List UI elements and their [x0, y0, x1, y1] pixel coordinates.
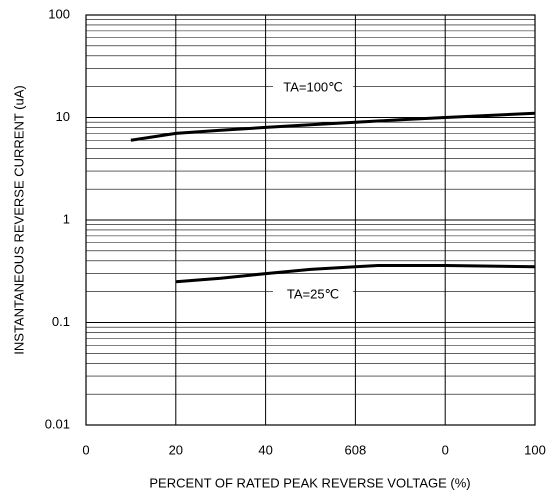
series-label: TA=100℃	[283, 79, 343, 94]
label-bg	[273, 79, 353, 97]
y-tick-label: 10	[56, 109, 70, 124]
series-line	[175, 263, 536, 284]
y-axis-label: INSTANTANEOUS REVERSE CURRENT (uA)	[11, 85, 26, 354]
plot-frame	[85, 14, 536, 426]
series-line	[130, 111, 536, 142]
x-tick-label: 40	[258, 442, 272, 457]
y-tick-label: 0.01	[45, 416, 70, 431]
label-bg	[273, 286, 353, 304]
y-tick-label: 100	[48, 6, 70, 21]
y-tick-label: 0.1	[52, 314, 70, 329]
x-tick-label: 0	[82, 442, 89, 457]
y-tick-label: 1	[63, 211, 70, 226]
x-tick-label: 100	[524, 442, 546, 457]
x-axis-label: PERCENT OF RATED PEAK REVERSE VOLTAGE (%…	[149, 475, 470, 490]
x-tick-label: 0	[442, 442, 449, 457]
x-tick-label: 608	[345, 442, 367, 457]
x-tick-label: 20	[169, 442, 183, 457]
series-label: TA=25℃	[287, 286, 339, 301]
